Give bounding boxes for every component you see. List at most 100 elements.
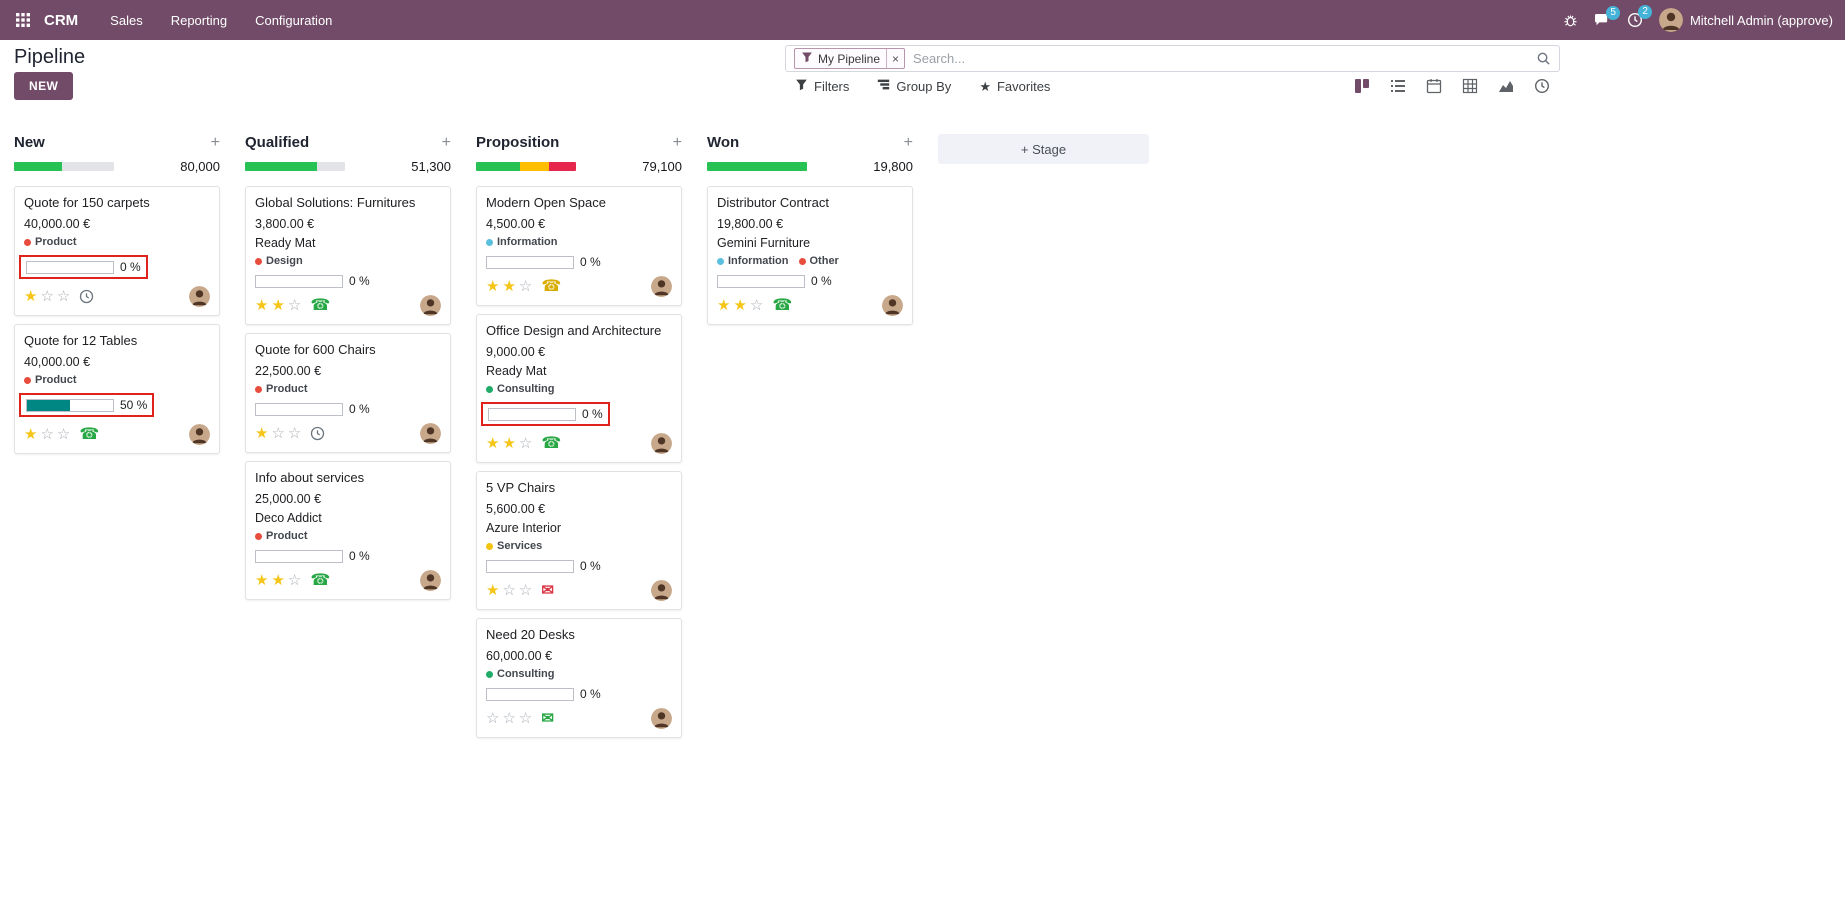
filters-button[interactable]: Filters xyxy=(795,78,849,94)
progress-bar[interactable] xyxy=(26,260,114,274)
phone-icon[interactable]: ☎ xyxy=(310,571,331,589)
progress-bar[interactable] xyxy=(255,274,343,288)
card-progress[interactable]: 0 % xyxy=(486,559,601,573)
menu-configuration[interactable]: Configuration xyxy=(255,12,333,28)
star-empty-icon[interactable]: ☆ xyxy=(40,426,54,443)
card-progress[interactable]: 0 % xyxy=(481,402,610,426)
card-avatar[interactable] xyxy=(651,276,672,297)
star-empty-icon[interactable]: ☆ xyxy=(56,288,71,305)
view-kanban-icon[interactable] xyxy=(1352,76,1372,96)
card-avatar[interactable] xyxy=(420,295,441,316)
kanban-card[interactable]: Quote for 150 carpets 40,000.00 € Produc… xyxy=(14,186,220,316)
card-avatar[interactable] xyxy=(651,580,672,601)
progress-bar[interactable] xyxy=(255,402,343,416)
column-progressbar[interactable] xyxy=(14,162,114,171)
clock-icon[interactable] xyxy=(310,426,325,441)
card-avatar[interactable] xyxy=(189,286,210,307)
column-progress-segment[interactable] xyxy=(14,162,62,171)
view-activity-icon[interactable] xyxy=(1532,76,1552,96)
star-filled-icon[interactable]: ★ xyxy=(502,435,516,452)
card-avatar[interactable] xyxy=(189,424,210,445)
star-filled-icon[interactable]: ★ xyxy=(271,572,285,589)
kanban-card[interactable]: Info about services 25,000.00 € Deco Add… xyxy=(245,461,451,600)
card-progress[interactable]: 0 % xyxy=(486,687,601,701)
app-name[interactable]: CRM xyxy=(44,11,79,29)
phone-icon[interactable]: ☎ xyxy=(541,434,562,452)
search-input[interactable] xyxy=(913,51,1528,66)
progress-bar[interactable] xyxy=(26,398,114,412)
card-title[interactable]: Quote for 150 carpets xyxy=(24,195,150,210)
card-avatar[interactable] xyxy=(882,295,903,316)
view-graph-icon[interactable] xyxy=(1496,76,1516,96)
column-progress-segment[interactable] xyxy=(62,162,114,171)
star-filled-icon[interactable]: ★ xyxy=(486,582,500,599)
clock-icon[interactable] xyxy=(79,289,94,304)
card-title[interactable]: Modern Open Space xyxy=(486,195,606,210)
progress-bar[interactable] xyxy=(488,407,576,421)
card-progress[interactable]: 0 % xyxy=(255,274,370,288)
card-title[interactable]: Quote for 12 Tables xyxy=(24,333,138,348)
envelope-icon[interactable]: ✉ xyxy=(541,582,554,599)
star-filled-icon[interactable]: ★ xyxy=(717,297,731,314)
column-add-icon[interactable]: + xyxy=(441,133,451,151)
column-progress-segment[interactable] xyxy=(476,162,520,171)
star-empty-icon[interactable]: ☆ xyxy=(56,426,71,443)
column-add-icon[interactable]: + xyxy=(672,133,682,151)
card-progress[interactable]: 0 % xyxy=(19,255,148,279)
star-empty-icon[interactable]: ☆ xyxy=(287,297,302,314)
card-progress[interactable]: 0 % xyxy=(255,402,370,416)
kanban-card[interactable]: Distributor Contract 19,800.00 € Gemini … xyxy=(707,186,913,325)
progress-bar[interactable] xyxy=(255,549,343,563)
kanban-card[interactable]: Office Design and Architecture 9,000.00 … xyxy=(476,314,682,463)
star-empty-icon[interactable]: ☆ xyxy=(749,297,764,314)
card-title[interactable]: Global Solutions: Furnitures xyxy=(255,195,416,210)
card-avatar[interactable] xyxy=(420,423,441,444)
star-filled-icon[interactable]: ★ xyxy=(486,435,500,452)
column-progress-segment[interactable] xyxy=(707,162,807,171)
card-progress[interactable]: 50 % xyxy=(19,393,155,417)
card-avatar[interactable] xyxy=(420,570,441,591)
star-empty-icon[interactable]: ☆ xyxy=(271,425,285,442)
progress-bar[interactable] xyxy=(486,687,574,701)
phone-icon[interactable]: ☎ xyxy=(79,425,100,443)
star-filled-icon[interactable]: ★ xyxy=(255,297,269,314)
card-title[interactable]: 5 VP Chairs xyxy=(486,480,556,495)
card-title[interactable]: Distributor Contract xyxy=(717,195,829,210)
add-stage-button[interactable]: + Stage xyxy=(938,134,1149,164)
menu-sales[interactable]: Sales xyxy=(110,12,143,28)
column-progressbar[interactable] xyxy=(476,162,576,171)
favorites-button[interactable]: ★ Favorites xyxy=(979,78,1050,94)
search-facet[interactable]: My Pipeline × xyxy=(794,48,906,69)
column-add-icon[interactable]: + xyxy=(210,133,220,151)
star-filled-icon[interactable]: ★ xyxy=(24,288,38,305)
group-by-button[interactable]: Group By xyxy=(877,78,951,94)
star-empty-icon[interactable]: ☆ xyxy=(518,710,533,727)
star-empty-icon[interactable]: ☆ xyxy=(40,288,54,305)
card-title[interactable]: Need 20 Desks xyxy=(486,627,575,642)
messages-icon[interactable]: 5 xyxy=(1594,5,1620,28)
phone-icon[interactable]: ☎ xyxy=(772,296,793,314)
star-filled-icon[interactable]: ★ xyxy=(255,572,269,589)
column-progress-segment[interactable] xyxy=(245,162,317,171)
star-empty-icon[interactable]: ☆ xyxy=(287,425,302,442)
column-progress-segment[interactable] xyxy=(549,162,576,171)
star-filled-icon[interactable]: ★ xyxy=(733,297,747,314)
card-title[interactable]: Quote for 600 Chairs xyxy=(255,342,376,357)
star-filled-icon[interactable]: ★ xyxy=(486,278,500,295)
menu-reporting[interactable]: Reporting xyxy=(170,12,228,28)
card-progress[interactable]: 0 % xyxy=(255,549,370,563)
kanban-card[interactable]: Quote for 12 Tables 40,000.00 € Product … xyxy=(14,324,220,454)
kanban-card[interactable]: Global Solutions: Furnitures 3,800.00 € … xyxy=(245,186,451,325)
kanban-card[interactable]: Modern Open Space 4,500.00 € Information… xyxy=(476,186,682,306)
apps-grid-icon[interactable] xyxy=(12,9,34,31)
kanban-card[interactable]: Need 20 Desks 60,000.00 € Consulting 0 %… xyxy=(476,618,682,738)
column-progressbar[interactable] xyxy=(245,162,345,171)
card-title[interactable]: Info about services xyxy=(255,470,365,485)
column-progress-segment[interactable] xyxy=(317,162,345,171)
progress-bar[interactable] xyxy=(717,274,805,288)
star-filled-icon[interactable]: ★ xyxy=(255,425,269,442)
view-pivot-icon[interactable] xyxy=(1460,76,1480,96)
progress-bar[interactable] xyxy=(486,255,574,269)
card-title[interactable]: Office Design and Architecture xyxy=(486,323,662,338)
column-add-icon[interactable]: + xyxy=(903,133,913,151)
